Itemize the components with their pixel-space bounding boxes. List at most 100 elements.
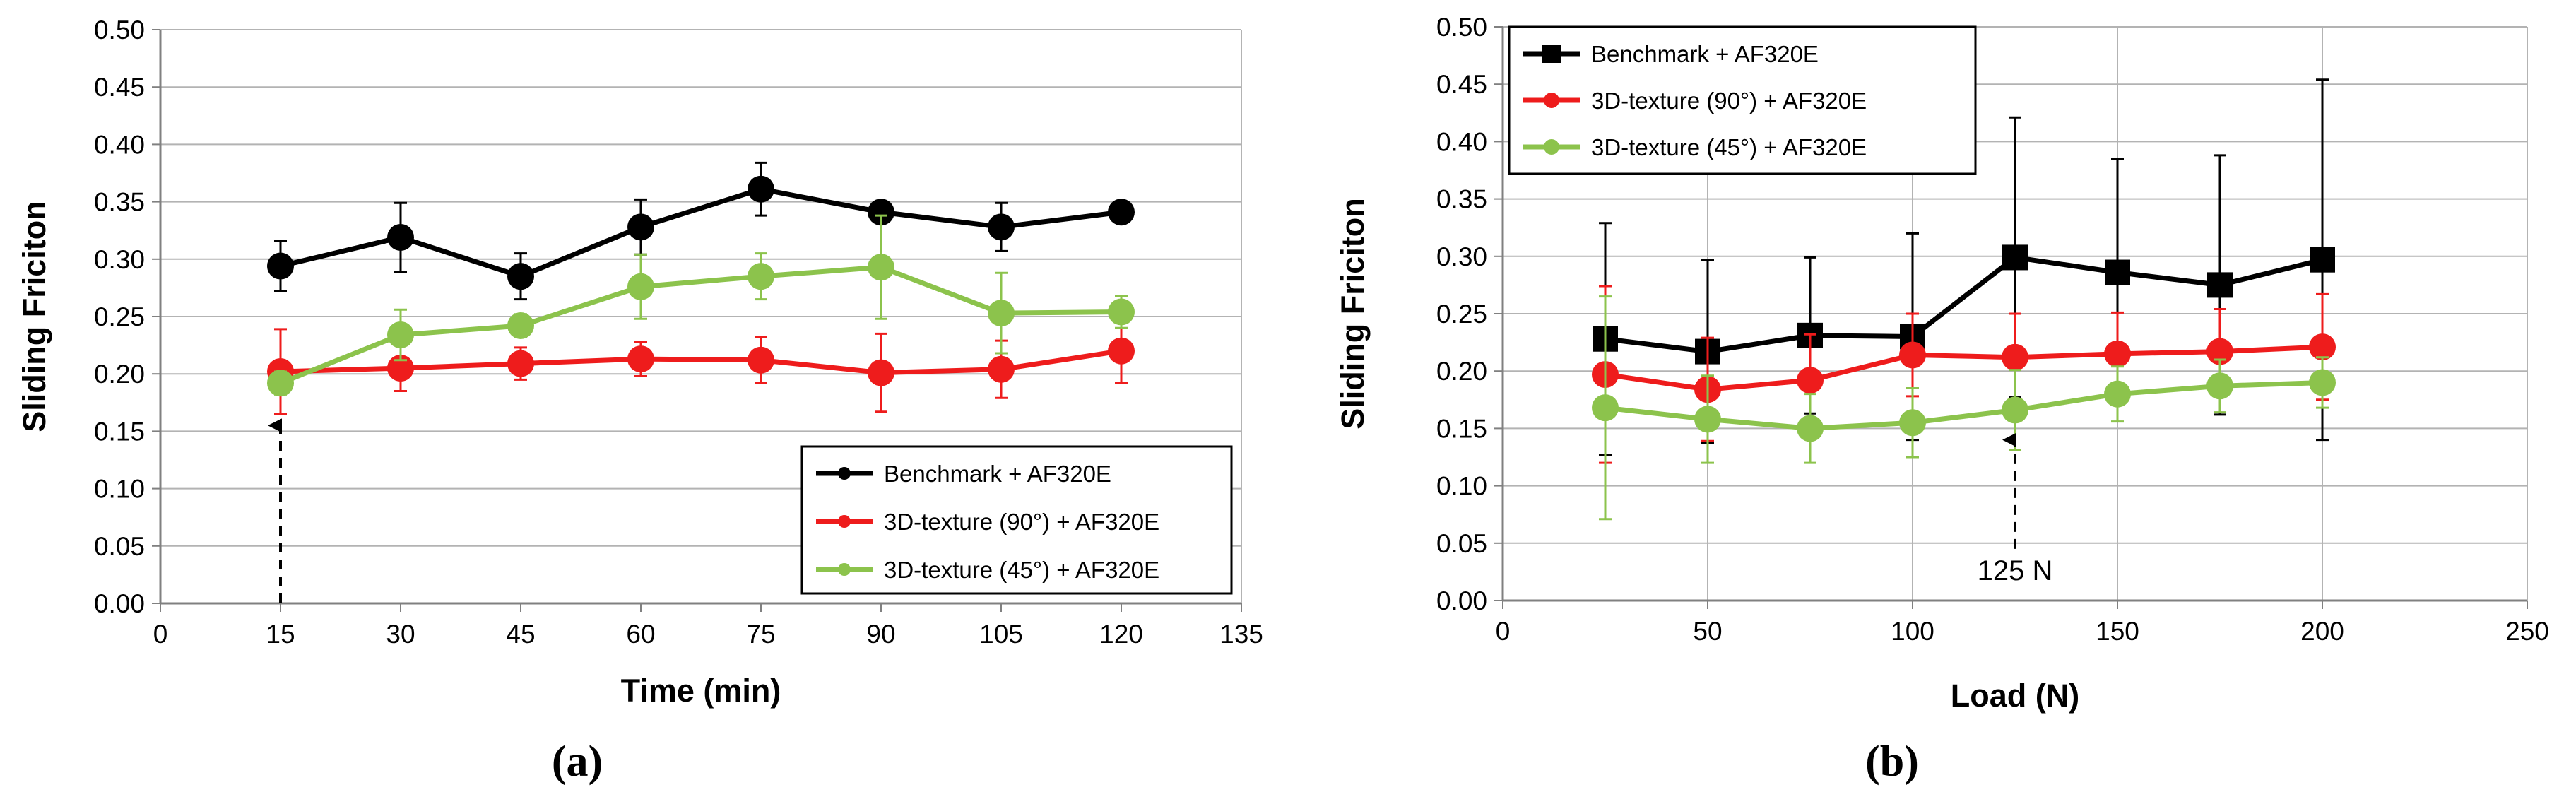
legend-label: Benchmark + AF320E [884, 461, 1111, 487]
data-point [1797, 367, 1824, 394]
y-tick-label: 0.15 [1436, 414, 1487, 443]
legend-swatch-marker [1544, 93, 1559, 108]
x-tick-label: 15 [266, 620, 295, 649]
x-tick-label: 0 [1496, 617, 1511, 646]
legend-box [800, 445, 1233, 595]
x-tick-label: 0 [153, 620, 168, 649]
y-tick-label: 0.00 [1436, 586, 1487, 615]
y-tick-label: 0.35 [94, 188, 145, 217]
data-point [1797, 415, 1824, 442]
legend-swatch-marker [1542, 45, 1561, 63]
y-tick-label: 0.05 [1436, 529, 1487, 558]
data-point [507, 263, 534, 290]
legend-label: 3D-texture (45°) + AF320E [884, 557, 1159, 583]
series-2 [267, 214, 1135, 397]
data-point [748, 263, 774, 290]
data-point [627, 345, 654, 373]
data-point [507, 312, 534, 339]
x-tick-label: 60 [626, 620, 655, 649]
y-tick-label: 0.45 [1436, 70, 1487, 99]
data-point [627, 213, 654, 241]
data-point [267, 252, 294, 280]
data-point [988, 355, 1015, 383]
y-tick-label: 0.40 [1436, 127, 1487, 156]
legend-label: 3D-texture (90°) + AF320E [884, 509, 1159, 535]
data-point [267, 370, 294, 397]
data-point [2105, 259, 2130, 285]
series-line [280, 348, 1122, 376]
panel-label: (b) [1865, 738, 1919, 786]
x-tick-label: 200 [2300, 617, 2344, 646]
x-tick-label: 90 [866, 620, 895, 649]
x-tick-label: 100 [1891, 617, 1934, 646]
data-point [2309, 333, 2336, 361]
y-tick-label: 0.10 [1436, 472, 1487, 501]
data-point [2104, 380, 2131, 408]
x-tick-label: 75 [746, 620, 775, 649]
y-tick-label: 0.20 [1436, 357, 1487, 386]
data-point [2002, 343, 2028, 371]
data-point [988, 300, 1015, 327]
y-tick-label: 0.30 [94, 245, 145, 274]
data-point [1108, 199, 1135, 226]
series-2 [1592, 295, 2336, 521]
data-point [387, 223, 414, 251]
x-tick-label: 250 [2505, 617, 2549, 646]
y-axis-title: Sliding Friciton [16, 201, 52, 432]
y-tick-label: 0.35 [1436, 185, 1487, 214]
data-point [1694, 406, 1721, 433]
legend-label: Benchmark + AF320E [1591, 41, 1819, 67]
data-point [1899, 341, 1926, 369]
series-line [279, 264, 1122, 386]
x-axis-title: Load (N) [1951, 678, 2079, 714]
legend: Benchmark + AF320E 3D-texture (90°) + AF3… [800, 445, 1233, 595]
y-tick-label: 0.25 [1436, 300, 1487, 329]
data-point [1899, 409, 1926, 437]
panel-label: (a) [552, 738, 603, 786]
y-tick-label: 0.50 [94, 16, 145, 45]
series-line [1605, 344, 2323, 392]
y-tick-label: 0.20 [94, 360, 145, 389]
data-point [507, 350, 534, 377]
legend-box [1508, 25, 1977, 175]
legend: Benchmark + AF320E 3D-texture (90°) + AF3… [1508, 25, 1977, 175]
x-tick-label: 105 [979, 620, 1023, 649]
y-tick-label: 0.00 [94, 589, 145, 618]
data-point [868, 199, 894, 226]
legend-swatch-marker [838, 563, 851, 576]
data-point [387, 321, 414, 348]
y-tick-label: 0.50 [1436, 13, 1487, 42]
data-point [2206, 338, 2233, 365]
x-tick-label: 50 [1693, 617, 1722, 646]
series-0 [267, 161, 1135, 301]
data-point [1108, 298, 1135, 326]
data-point [627, 273, 654, 300]
x-axis-title: Time (min) [621, 673, 781, 709]
series-line [1605, 379, 2323, 431]
data-point [2207, 272, 2233, 298]
chart-panel-b: 0 50 100 150 200 250 0.00 0.05 0.10 0.15 0.20 0.25 0… [1335, 13, 2549, 786]
y-tick-label: 0.10 [94, 475, 145, 504]
data-point [748, 175, 774, 203]
x-tick-label: 30 [386, 620, 415, 649]
y-tick-label: 0.25 [94, 302, 145, 331]
legend-swatch-marker [838, 515, 851, 528]
data-point [2310, 247, 2335, 273]
y-tick-label: 0.40 [94, 130, 145, 159]
data-point [2002, 244, 2028, 271]
data-point [1592, 394, 1619, 422]
x-tick-label: 135 [1219, 620, 1263, 649]
data-point [1108, 337, 1135, 365]
data-point [868, 359, 894, 386]
legend-swatch-marker [1544, 139, 1559, 155]
x-tick-label: 120 [1099, 620, 1143, 649]
x-tick-label: 150 [2096, 617, 2139, 646]
y-tick-label: 0.15 [94, 417, 145, 446]
data-point [2002, 396, 2028, 424]
data-point [2206, 372, 2233, 400]
data-point [387, 355, 414, 382]
legend-swatch-marker [838, 467, 851, 480]
data-point [988, 213, 1015, 241]
data-point [868, 254, 894, 281]
y-tick-label: 0.05 [94, 532, 145, 561]
